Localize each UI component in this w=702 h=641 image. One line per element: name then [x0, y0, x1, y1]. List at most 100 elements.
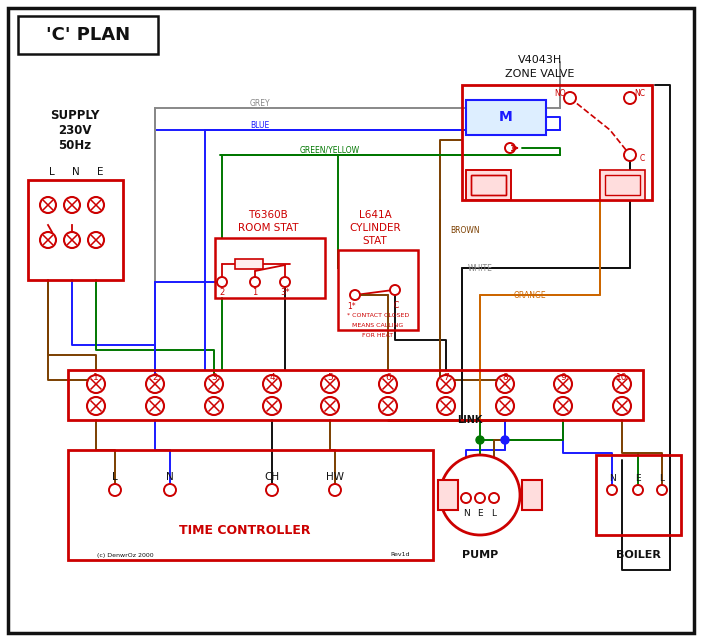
Text: L: L — [491, 508, 496, 517]
Circle shape — [88, 232, 104, 248]
Text: * CONTACT CLOSED: * CONTACT CLOSED — [347, 313, 409, 317]
Text: LINK: LINK — [457, 415, 483, 425]
Bar — [466, 170, 511, 200]
Circle shape — [146, 397, 164, 415]
Text: CH: CH — [265, 472, 279, 482]
Circle shape — [505, 143, 515, 153]
Text: N: N — [166, 472, 174, 482]
Circle shape — [613, 375, 631, 393]
Text: M: M — [499, 110, 513, 124]
Circle shape — [440, 455, 520, 535]
Text: 'C' PLAN: 'C' PLAN — [46, 26, 130, 44]
Text: 8: 8 — [502, 372, 508, 381]
Bar — [338, 250, 418, 330]
Text: N: N — [72, 167, 80, 177]
Text: L: L — [49, 167, 55, 177]
Text: MEANS CALLING: MEANS CALLING — [352, 322, 404, 328]
Circle shape — [489, 493, 499, 503]
Text: L: L — [112, 472, 118, 482]
Circle shape — [379, 397, 397, 415]
Text: C: C — [640, 153, 644, 163]
Text: BOILER: BOILER — [616, 550, 661, 560]
Text: 6: 6 — [385, 372, 391, 381]
Text: L641A: L641A — [359, 210, 392, 220]
Circle shape — [554, 375, 572, 393]
Text: SUPPLY: SUPPLY — [51, 108, 100, 122]
Text: ORANGE: ORANGE — [514, 290, 546, 299]
Circle shape — [205, 397, 223, 415]
Text: 5: 5 — [327, 372, 333, 381]
Circle shape — [87, 397, 105, 415]
Text: 50Hz: 50Hz — [58, 138, 91, 151]
Circle shape — [217, 277, 227, 287]
Circle shape — [88, 197, 104, 213]
Circle shape — [624, 92, 636, 104]
Circle shape — [624, 149, 636, 161]
Bar — [18, 16, 158, 54]
Text: 7: 7 — [443, 372, 449, 381]
Text: E: E — [477, 508, 483, 517]
Circle shape — [263, 397, 281, 415]
Text: GREY: GREY — [250, 99, 270, 108]
Circle shape — [205, 375, 223, 393]
Bar — [68, 450, 433, 560]
Circle shape — [40, 197, 56, 213]
Circle shape — [64, 197, 80, 213]
Circle shape — [476, 436, 484, 444]
Text: HW: HW — [326, 472, 344, 482]
Circle shape — [496, 397, 514, 415]
Text: 3*: 3* — [280, 288, 290, 297]
Bar — [438, 480, 458, 510]
Text: 1: 1 — [93, 372, 99, 381]
Text: ZONE VALVE: ZONE VALVE — [505, 69, 575, 79]
Text: 1: 1 — [253, 288, 258, 297]
Circle shape — [461, 493, 471, 503]
Circle shape — [321, 397, 339, 415]
Circle shape — [437, 375, 455, 393]
Circle shape — [554, 397, 572, 415]
Circle shape — [379, 375, 397, 393]
Text: 9: 9 — [560, 372, 566, 381]
Circle shape — [607, 485, 617, 495]
Text: 2: 2 — [220, 288, 225, 297]
Circle shape — [390, 285, 400, 295]
Text: 2: 2 — [152, 372, 158, 381]
Text: C: C — [393, 301, 399, 310]
Bar — [215, 238, 325, 298]
Text: 1*: 1* — [347, 301, 357, 310]
Circle shape — [475, 493, 485, 503]
Text: FOR HEAT: FOR HEAT — [362, 333, 394, 338]
Text: BROWN: BROWN — [450, 226, 479, 235]
Circle shape — [280, 277, 290, 287]
Circle shape — [496, 375, 514, 393]
Circle shape — [350, 290, 360, 300]
Bar — [28, 180, 123, 280]
Circle shape — [263, 375, 281, 393]
Text: PUMP: PUMP — [462, 550, 498, 560]
Text: NC: NC — [635, 88, 646, 97]
Text: N: N — [609, 474, 616, 483]
Text: CYLINDER: CYLINDER — [349, 223, 401, 233]
Circle shape — [613, 397, 631, 415]
Text: T6360B: T6360B — [248, 210, 288, 220]
Bar — [235, 259, 263, 269]
Text: E: E — [635, 474, 641, 483]
Text: BLUE: BLUE — [251, 121, 270, 129]
Text: ROOM STAT: ROOM STAT — [238, 223, 298, 233]
Text: L: L — [659, 474, 665, 483]
Text: Rev1d: Rev1d — [390, 553, 410, 558]
Text: NO: NO — [554, 88, 566, 97]
Circle shape — [146, 375, 164, 393]
Bar — [600, 170, 645, 200]
Text: E: E — [97, 167, 103, 177]
Circle shape — [321, 375, 339, 393]
Text: STAT: STAT — [363, 236, 388, 246]
Text: 230V: 230V — [58, 124, 92, 137]
Bar — [68, 370, 643, 420]
Bar — [471, 175, 506, 195]
Bar — [596, 455, 681, 535]
Bar — [466, 170, 511, 200]
Bar — [522, 480, 542, 510]
Text: N: N — [463, 508, 470, 517]
Bar — [471, 175, 506, 195]
